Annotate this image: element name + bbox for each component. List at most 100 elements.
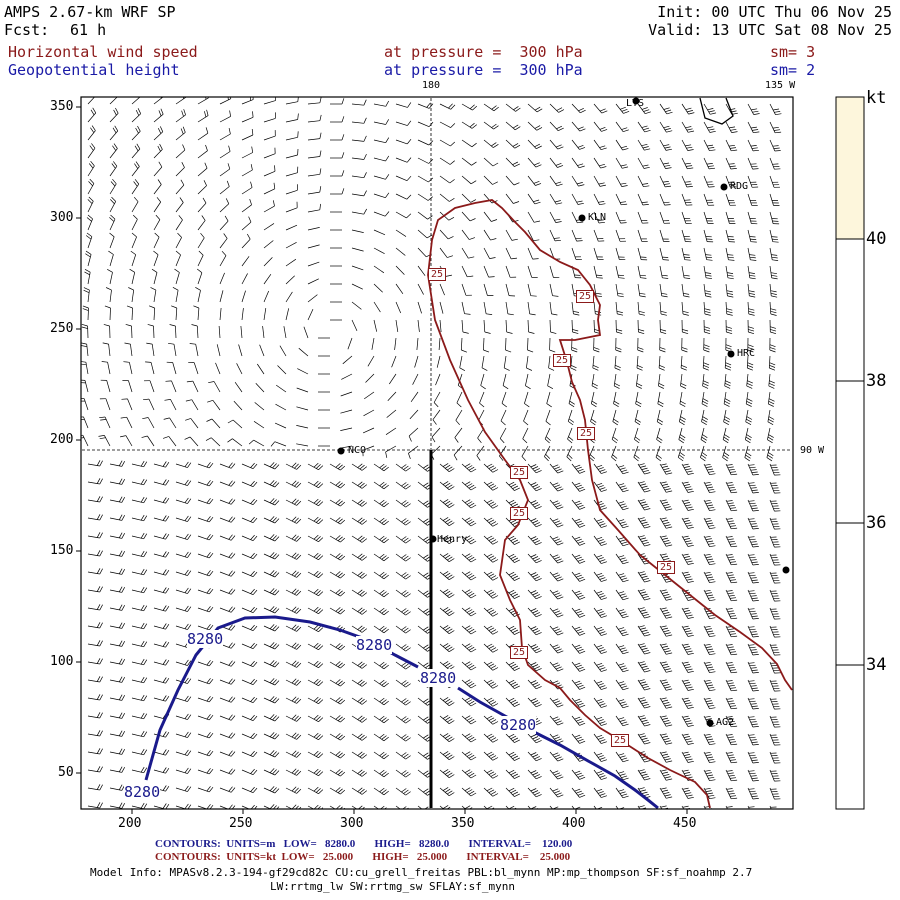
wind-barb	[417, 805, 423, 809]
wind-barb-flag	[425, 592, 431, 597]
wind-barb-flag	[228, 570, 233, 576]
wind-barb-flag	[666, 472, 673, 475]
wind-barb	[329, 463, 341, 471]
wind-barb-flag	[357, 499, 363, 504]
wind-barb-flag	[643, 721, 649, 725]
wind-barb-flag	[184, 803, 189, 809]
wind-barb-flag	[464, 463, 471, 468]
wind-barb-flag	[507, 313, 514, 316]
wind-barb-flag	[272, 535, 277, 541]
wind-barb-flag	[141, 435, 148, 438]
wind-barb-flag	[664, 542, 671, 545]
wind-barb-flag	[664, 776, 671, 779]
height-contour-8280-east	[457, 686, 659, 810]
wind-barb-flag	[223, 233, 228, 239]
wind-barb-flag	[510, 735, 517, 740]
wind-barb-flag	[228, 660, 233, 666]
wind-barb-flag	[514, 631, 520, 635]
wind-barb	[571, 571, 580, 582]
wind-barb-flag	[749, 256, 756, 259]
wind-barb-flag	[622, 597, 629, 601]
wind-barb	[241, 661, 254, 668]
wind-barb-flag	[746, 434, 752, 438]
wind-barb	[87, 183, 95, 195]
wind-barb	[131, 733, 144, 738]
wind-barb-flag	[752, 564, 759, 566]
wind-barb	[373, 553, 385, 562]
wind-barb-flag	[425, 484, 431, 489]
wind-barb-flag	[552, 500, 559, 504]
wind-barb	[747, 805, 750, 809]
wind-barb-flag	[468, 736, 475, 741]
wind-barb-flag	[99, 622, 103, 629]
wind-barb-flag	[442, 535, 449, 539]
wind-barb-flag	[406, 810, 411, 814]
wind-barb	[769, 301, 772, 315]
wind-barb-flag	[666, 616, 673, 619]
wind-barb-flag	[616, 310, 623, 313]
wind-barb-flag	[709, 707, 716, 710]
model-title: AMPS 2.67-km WRF SP	[4, 3, 176, 21]
wind-barb-flag	[731, 545, 738, 548]
wind-barb	[153, 97, 164, 105]
wind-barb-flag	[209, 498, 214, 505]
wind-barb	[483, 733, 493, 743]
wind-barb-flag	[96, 658, 101, 664]
wind-barb	[254, 402, 265, 411]
wind-barb	[681, 535, 689, 547]
wind-barb-flag	[140, 748, 145, 755]
wind-barb-flag	[291, 498, 297, 504]
wind-barb-flag	[703, 349, 710, 353]
wind-barb-flag	[749, 682, 756, 685]
wind-barb-flag	[726, 680, 733, 682]
wind-barb	[725, 481, 732, 493]
wind-barb	[285, 697, 297, 704]
wind-barb-flag	[252, 463, 258, 469]
wind-barb-flag	[596, 716, 603, 720]
wind-barb-flag	[401, 788, 407, 793]
wind-barb-flag	[472, 105, 478, 111]
wind-barb	[153, 661, 166, 666]
wind-barb-flag	[269, 498, 275, 504]
wind-barb	[483, 787, 493, 797]
wind-barb	[262, 326, 265, 339]
wind-barb-flag	[453, 454, 458, 461]
wind-barb-flag	[622, 148, 629, 151]
wind-barb	[263, 571, 276, 578]
wind-barb-flag	[766, 457, 773, 462]
wind-barb-flag	[313, 732, 319, 738]
wind-barb-flag	[291, 624, 297, 630]
wind-barb-flag	[468, 772, 475, 777]
wind-barb-flag	[512, 485, 519, 490]
wind-barb	[703, 535, 710, 547]
wind-barb-flag	[134, 163, 138, 169]
wind-barb-flag	[748, 572, 755, 574]
wind-barb-flag	[228, 145, 231, 152]
wind-barb-flag	[250, 480, 255, 486]
wind-barb-flag	[493, 144, 499, 148]
wind-barb-flag	[449, 774, 455, 778]
wind-barb	[725, 805, 728, 809]
wind-barb-flag	[664, 810, 670, 811]
wind-barb	[637, 553, 645, 565]
wind-barb	[307, 715, 319, 723]
wind-barb-flag	[447, 574, 453, 579]
wind-barb-flag	[340, 519, 346, 525]
wind-barb-flag	[96, 640, 101, 646]
wind-barb	[410, 391, 419, 403]
wind-barb-flag	[665, 167, 672, 169]
wind-barb-flag	[381, 699, 387, 704]
wind-barb-flag	[250, 498, 255, 504]
wind-barb-flag	[644, 760, 651, 763]
wind-barb-flag	[663, 125, 670, 129]
wind-barb-flag	[512, 557, 519, 562]
wind-barb-flag	[423, 590, 429, 595]
wind-barb-flag	[99, 496, 103, 503]
wind-barb	[241, 643, 254, 650]
wind-barb-flag	[318, 501, 324, 506]
wind-barb-flag	[612, 436, 619, 441]
wind-barb-flag	[536, 127, 543, 131]
wind-barb-flag	[492, 757, 499, 761]
wind-barb-flag	[230, 643, 236, 649]
wind-barb-flag	[134, 145, 139, 152]
